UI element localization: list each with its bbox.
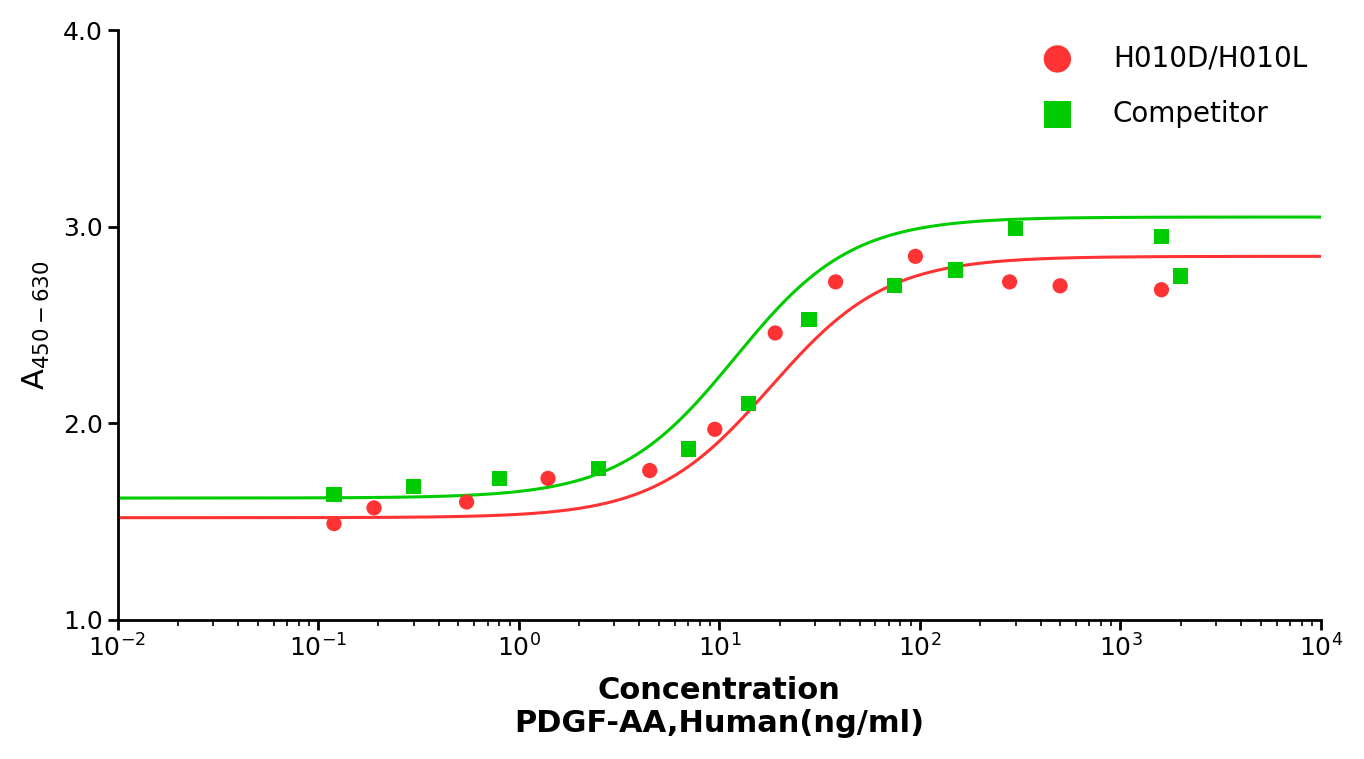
Competitor <box>588 462 610 474</box>
Competitor <box>884 280 906 292</box>
Competitor <box>1005 222 1027 235</box>
H010D/H010L <box>1150 284 1172 296</box>
Competitor <box>798 313 820 326</box>
Competitor <box>944 264 966 276</box>
Competitor <box>738 398 760 410</box>
H010D/H010L <box>1049 280 1071 292</box>
H010D/H010L <box>363 502 385 514</box>
H010D/H010L <box>323 518 345 530</box>
Competitor <box>323 488 345 500</box>
H010D/H010L <box>456 496 477 508</box>
Competitor <box>678 442 700 455</box>
Competitor <box>1150 231 1172 243</box>
H010D/H010L <box>704 424 726 436</box>
H010D/H010L <box>998 276 1020 288</box>
Competitor <box>1170 270 1192 282</box>
H010D/H010L <box>537 472 559 484</box>
H010D/H010L <box>764 327 786 339</box>
Legend: H010D/H010L, Competitor: H010D/H010L, Competitor <box>1030 44 1307 128</box>
Y-axis label: A$_{450-630}$: A$_{450-630}$ <box>20 260 52 390</box>
H010D/H010L <box>638 465 660 477</box>
Competitor <box>488 472 510 484</box>
H010D/H010L <box>904 250 926 263</box>
X-axis label: Concentration
PDGF-AA,Human(ng/ml): Concentration PDGF-AA,Human(ng/ml) <box>514 676 925 739</box>
H010D/H010L <box>825 276 847 288</box>
Competitor <box>402 480 424 493</box>
